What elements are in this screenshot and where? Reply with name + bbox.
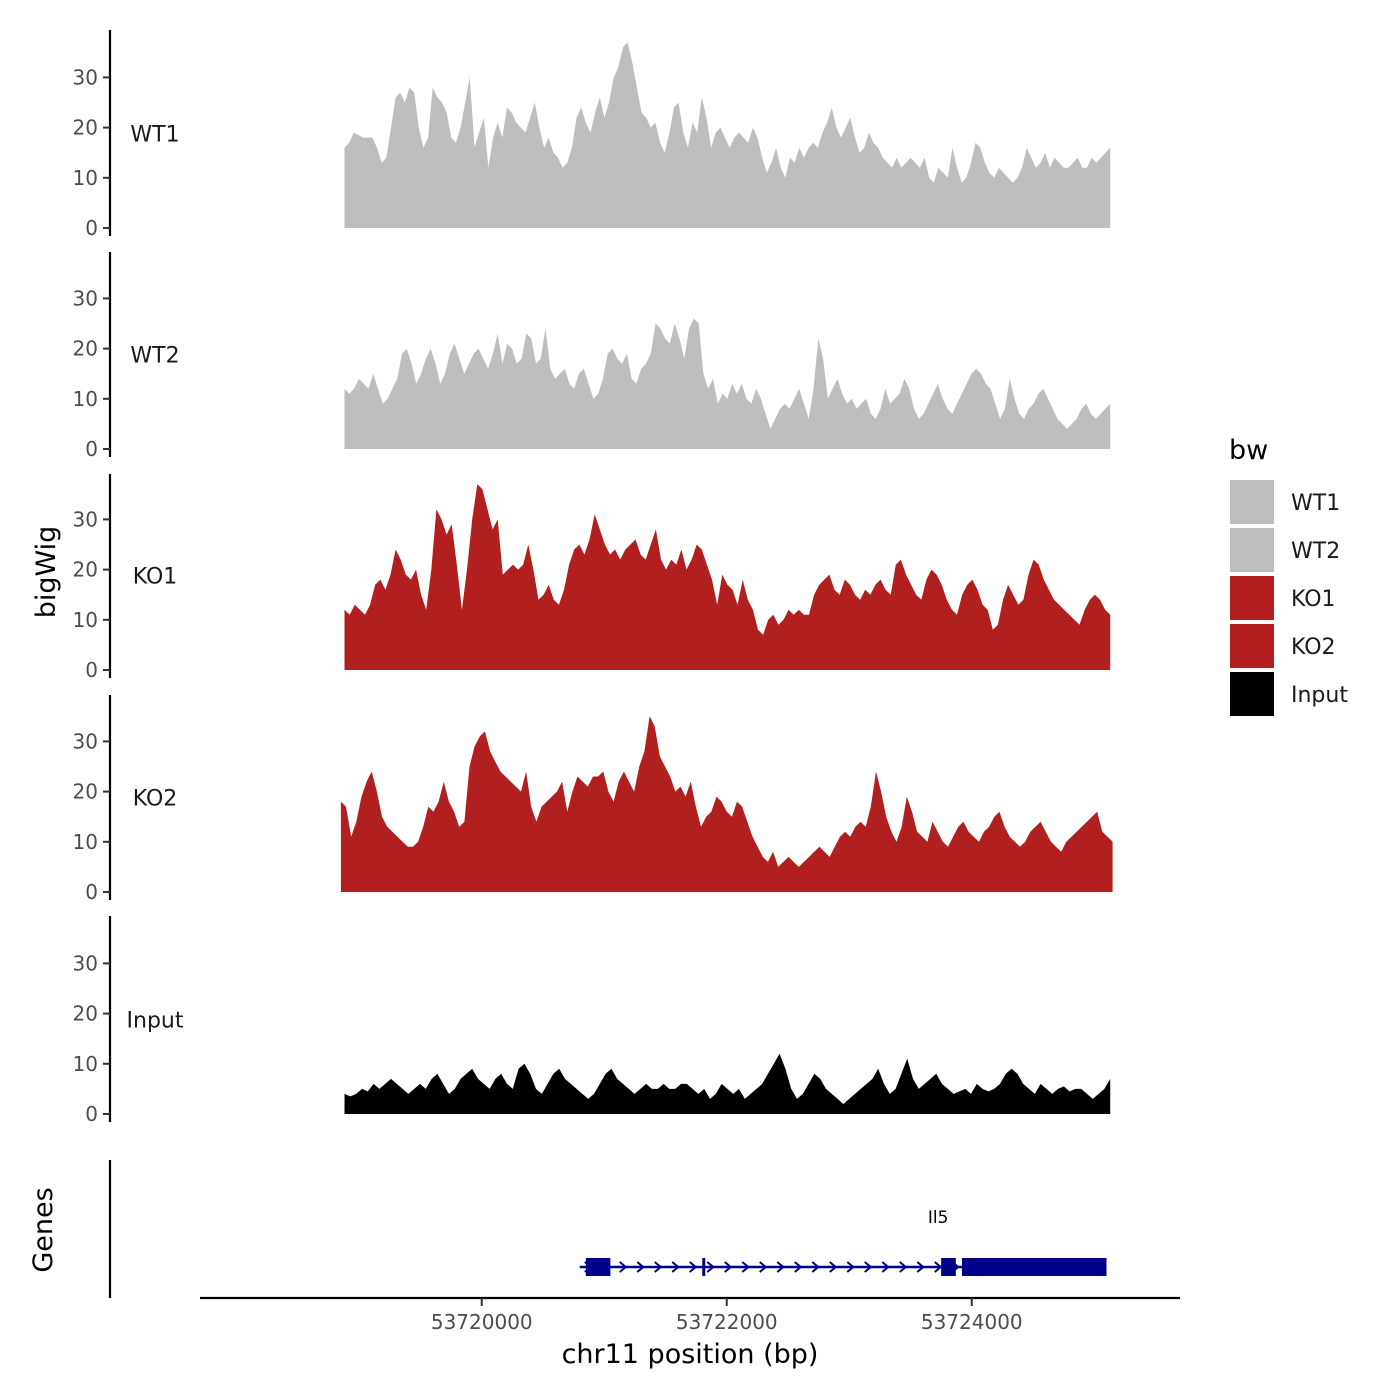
legend: bw WT1 WT2 KO1 KO2 Input <box>1229 435 1348 716</box>
gene-exon <box>941 1258 956 1276</box>
strand-arrow <box>741 1261 750 1273</box>
gene-exon <box>585 1258 611 1276</box>
strand-arrow <box>636 1261 645 1273</box>
track-wt2: 0 10 20 30 WT2 <box>73 252 1111 461</box>
gene-name-label: Il5 <box>928 1208 949 1228</box>
strand-arrow <box>864 1261 873 1273</box>
y-tick-label: 30 <box>73 286 98 310</box>
legend-title: bw <box>1229 435 1268 466</box>
y-tick-label: 10 <box>73 830 98 854</box>
y-tick-label: 20 <box>73 1002 98 1026</box>
track-wt1: 0 10 20 30 WT1 <box>73 30 1111 240</box>
strand-arrow <box>916 1261 925 1273</box>
coverage-area-ko2 <box>340 716 1113 892</box>
legend-entry-input: Input <box>1230 672 1348 716</box>
legend-label: KO2 <box>1291 635 1336 660</box>
genes-axis-title: Genes <box>28 1187 59 1272</box>
y-tick-label: 20 <box>73 780 98 804</box>
coverage-tracks: 0 10 20 30 WT1 0 10 20 30 WT2 0 10 20 30 KO1 0 10 20 30 KO2… <box>73 30 1113 1126</box>
y-tick-label: 10 <box>73 1052 98 1076</box>
y-tick-label: 0 <box>85 216 98 240</box>
y-tick-label: 30 <box>73 951 98 975</box>
legend-swatch <box>1230 528 1274 572</box>
strand-arrow <box>759 1261 768 1273</box>
y-tick-label: 20 <box>73 337 98 361</box>
track-label-wt2: WT2 <box>130 344 179 369</box>
y-tick-label: 20 <box>73 558 98 582</box>
y-tick-label: 10 <box>73 166 98 190</box>
legend-entry-wt2: WT2 <box>1230 528 1340 572</box>
legend-entry-ko1: KO1 <box>1230 576 1336 620</box>
x-tick-label: 53722000 <box>676 1310 778 1334</box>
strand-arrow <box>671 1261 680 1273</box>
legend-label: WT2 <box>1291 539 1340 564</box>
legend-swatch <box>1230 624 1274 668</box>
strand-arrow <box>706 1261 715 1273</box>
strand-arrow <box>619 1261 628 1273</box>
strand-arrow <box>829 1261 838 1273</box>
track-ko2: 0 10 20 30 KO2 <box>73 695 1113 904</box>
x-tick-label: 53720000 <box>431 1310 533 1334</box>
y-tick-label: 30 <box>73 729 98 753</box>
x-tick-label: 53724000 <box>921 1310 1023 1334</box>
coverage-area-wt2 <box>344 318 1111 449</box>
gene-track: Il5 <box>108 1160 1107 1298</box>
legend-swatch <box>1230 480 1274 524</box>
legend-entry-wt1: WT1 <box>1230 480 1340 524</box>
x-axis-title: chr11 position (bp) <box>562 1339 819 1370</box>
y-tick-label: 30 <box>73 65 98 89</box>
track-ko1: 0 10 20 30 KO1 <box>73 474 1111 682</box>
x-axis: 53720000 53722000 53724000 <box>200 1296 1180 1334</box>
strand-arrow <box>654 1261 663 1273</box>
legend-label: Input <box>1291 683 1348 708</box>
strand-arrow <box>899 1261 908 1273</box>
y-tick-label: 30 <box>73 507 98 531</box>
track-label-input: Input <box>127 1009 184 1034</box>
gene-exon <box>702 1258 706 1276</box>
strand-arrow <box>776 1261 785 1273</box>
legend-label: KO1 <box>1291 587 1336 612</box>
coverage-area-ko1 <box>344 484 1111 670</box>
y-tick-label: 0 <box>85 1102 98 1126</box>
strand-arrow <box>794 1261 803 1273</box>
y-tick-label: 0 <box>85 437 98 461</box>
legend-swatch <box>1230 672 1274 716</box>
gene-exon <box>961 1258 1107 1276</box>
strand-arrow <box>881 1261 890 1273</box>
y-tick-label: 10 <box>73 608 98 632</box>
track-input: 0 10 20 30 Input <box>73 916 1111 1126</box>
track-label-ko2: KO2 <box>133 787 178 812</box>
strand-arrow <box>724 1261 733 1273</box>
y-tick-label: 20 <box>73 116 98 140</box>
coverage-area-input <box>344 1053 1111 1114</box>
legend-entry-ko2: KO2 <box>1230 624 1336 668</box>
strand-arrow <box>811 1261 820 1273</box>
y-tick-label: 0 <box>85 880 98 904</box>
track-label-ko1: KO1 <box>133 565 178 590</box>
track-label-wt1: WT1 <box>130 123 179 148</box>
y-tick-label: 10 <box>73 387 98 411</box>
strand-arrow <box>934 1261 943 1273</box>
strand-arrow <box>846 1261 855 1273</box>
y-axis-title: bigWig <box>31 526 62 619</box>
y-tick-label: 0 <box>85 658 98 682</box>
strand-arrow <box>689 1261 698 1273</box>
legend-label: WT1 <box>1291 491 1340 516</box>
legend-swatch <box>1230 576 1274 620</box>
coverage-area-wt1 <box>344 42 1111 228</box>
